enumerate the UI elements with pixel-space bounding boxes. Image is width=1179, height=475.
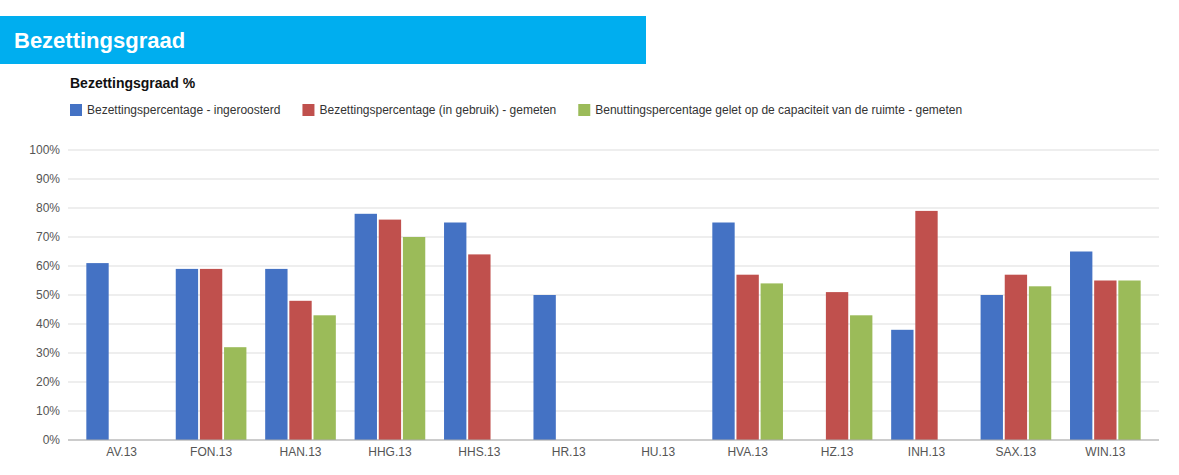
y-tick-label: 20% <box>36 375 60 389</box>
y-tick-label: 80% <box>36 201 60 215</box>
bar <box>355 214 377 440</box>
bar <box>736 275 758 440</box>
y-tick-label: 0% <box>43 433 61 447</box>
bar <box>379 220 401 440</box>
x-tick-label: WIN.13 <box>1085 445 1125 459</box>
bar <box>176 269 198 440</box>
title: Bezettingsgraad <box>14 28 185 53</box>
bar <box>444 223 466 441</box>
x-tick-label: FON.13 <box>190 445 232 459</box>
bars <box>86 211 1140 440</box>
bar <box>826 292 848 440</box>
bar <box>1118 281 1140 441</box>
x-tick-label: SAX.13 <box>996 445 1037 459</box>
x-tick-label: HR.13 <box>552 445 586 459</box>
bar <box>289 301 311 440</box>
grid-line <box>68 150 1159 151</box>
legend: Bezettingspercentage - ingeroosterd Bezet… <box>70 103 962 117</box>
bar <box>86 263 108 440</box>
grid-line <box>68 179 1159 180</box>
bar <box>265 269 287 440</box>
legend-label: Benuttingspercentage gelet op de capacit… <box>595 103 962 117</box>
bar <box>712 223 734 441</box>
grid-line <box>68 208 1159 209</box>
bar <box>1094 281 1116 441</box>
grid-line <box>68 440 1159 441</box>
chart: Bezettingsgraad Bezettingsgraad % Bezettin… <box>0 0 1179 475</box>
header-bar <box>0 16 646 64</box>
x-tick-label: HU.13 <box>641 445 675 459</box>
x-tick-label: INH.13 <box>908 445 946 459</box>
bar <box>200 269 222 440</box>
subtitle: Bezettingsgraad % <box>70 75 196 91</box>
legend-swatch <box>302 104 314 116</box>
bar <box>533 295 555 440</box>
bar <box>915 211 937 440</box>
bar <box>761 283 783 440</box>
y-tick-label: 100% <box>29 143 60 157</box>
y-tick-label: 60% <box>36 259 60 273</box>
y-tick-label: 40% <box>36 317 60 331</box>
bar <box>1029 286 1051 440</box>
legend-label: Bezettingspercentage - ingeroosterd <box>87 103 280 117</box>
x-axis-line <box>68 440 1159 441</box>
x-tick-label: HAN.13 <box>279 445 321 459</box>
x-tick-label: HVA.13 <box>727 445 768 459</box>
bar <box>850 315 872 440</box>
y-tick-label: 10% <box>36 404 60 418</box>
grid-line <box>68 237 1159 238</box>
y-tick-label: 30% <box>36 346 60 360</box>
y-tick-label: 50% <box>36 288 60 302</box>
bar <box>891 330 913 440</box>
bar <box>468 254 490 440</box>
x-tick-label: HHG.13 <box>368 445 412 459</box>
legend-swatch <box>70 104 82 116</box>
x-tick-label: HHS.13 <box>458 445 500 459</box>
legend-swatch <box>578 104 590 116</box>
bar <box>403 237 425 440</box>
bar <box>1005 275 1027 440</box>
grid <box>68 150 1159 440</box>
grid-line <box>68 266 1159 267</box>
legend-label: Bezettingspercentage (in gebruik) - geme… <box>319 103 556 117</box>
x-tick-label: AV.13 <box>106 445 137 459</box>
bar <box>224 347 246 440</box>
bar <box>313 315 335 440</box>
bar <box>981 295 1003 440</box>
y-tick-label: 90% <box>36 172 60 186</box>
bar <box>1070 252 1092 441</box>
x-tick-label: HZ.13 <box>821 445 854 459</box>
y-tick-label: 70% <box>36 230 60 244</box>
